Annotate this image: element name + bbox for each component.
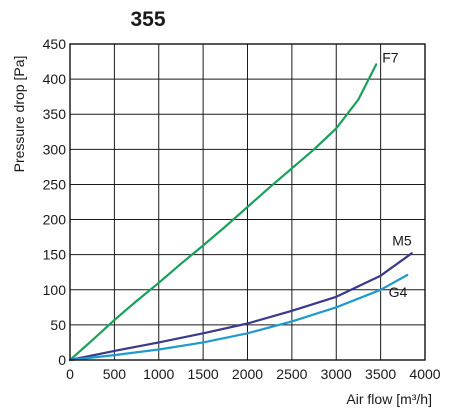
series-label-g4: G4 [389,284,408,300]
series-labels: F7 M5 G4 [382,49,412,300]
y-tick-label: 250 [43,176,67,192]
y-tick-label: 300 [43,141,67,157]
grid [70,44,425,360]
x-tick-label: 0 [66,366,74,382]
series-label-f7: F7 [382,49,399,65]
y-tick-label: 50 [50,317,66,333]
chart-title: 355 [130,8,165,31]
y-tick-label: 350 [43,106,67,122]
y-tick-label: 200 [43,212,67,228]
x-axis-title: Air flow [m³/h] [346,391,432,407]
x-tick-label: 3500 [365,366,396,382]
series-lines [68,63,413,362]
series-label-m5: M5 [392,232,412,248]
y-tick-label: 450 [43,36,67,52]
x-tick-label: 4000 [409,366,440,382]
y-tick-label: 150 [43,247,67,263]
y-axis-title: Pressure drop [Pa] [11,56,27,173]
tick-labels: 0 500 1000 1500 2000 2500 3000 3500 4000 0 50 100 15… [43,36,441,382]
y-tick-label: 0 [58,352,66,368]
y-tick-label: 400 [43,71,67,87]
series-line-f7 [68,63,378,362]
series-line-m5 [68,252,413,362]
plot-frame [69,43,426,361]
x-tick-label: 2000 [232,366,263,382]
y-tick-label: 100 [43,282,67,298]
x-tick-label: 2500 [276,366,307,382]
series-line-g4 [68,273,409,362]
x-tick-label: 3000 [321,366,352,382]
x-tick-label: 500 [103,366,127,382]
x-tick-label: 1000 [143,366,174,382]
x-tick-label: 1500 [188,366,219,382]
